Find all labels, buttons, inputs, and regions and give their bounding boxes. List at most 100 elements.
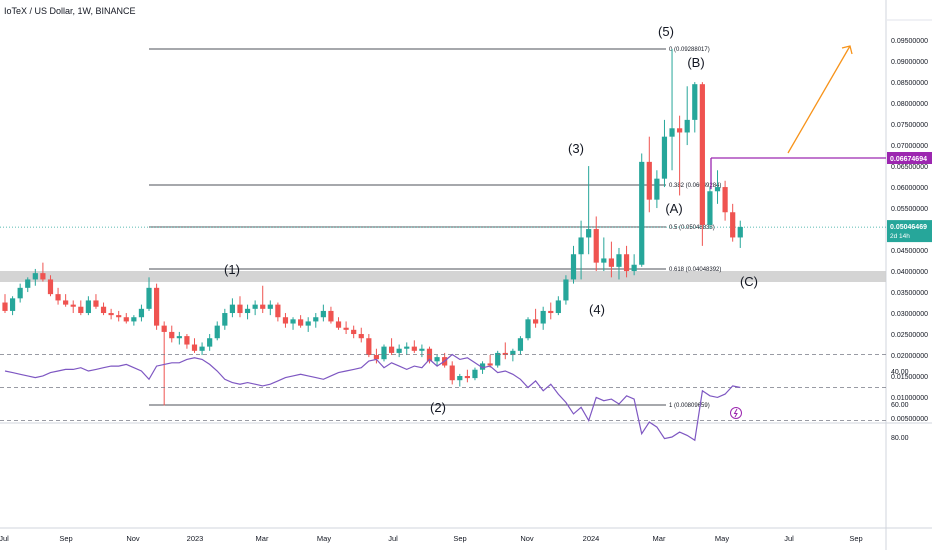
candle-body <box>63 300 69 305</box>
candle-body <box>298 319 304 326</box>
candle-body <box>555 300 561 314</box>
candle-body <box>586 229 592 238</box>
candle-body <box>290 319 296 324</box>
rsi-axis-tick: 40.00 <box>891 369 909 376</box>
wave-label: (C) <box>740 274 758 289</box>
price-axis-tick: 0.09500000 <box>891 38 928 45</box>
projection-arrow <box>787 45 851 154</box>
candle-body <box>2 302 8 311</box>
fib-label: 0.618 (0.04048392) <box>669 267 721 273</box>
candle-body <box>169 331 175 339</box>
rsi-axis-tick: 60.00 <box>891 402 909 409</box>
candle-body <box>510 350 516 356</box>
candle-body <box>722 187 728 213</box>
candle-body <box>70 304 76 307</box>
candle-body <box>404 346 410 349</box>
candle-body <box>335 321 342 328</box>
candle-body <box>434 357 440 362</box>
candle-body <box>305 321 311 326</box>
candle-body <box>737 226 743 238</box>
candle-body <box>593 229 599 263</box>
wave-label: (A) <box>665 201 682 216</box>
candle-body <box>47 279 54 295</box>
price-axis-tick: 0.02500000 <box>891 332 928 339</box>
time-axis-label: May <box>317 534 331 543</box>
price-axis-tick: 0.08500000 <box>891 80 928 87</box>
price-badge-target <box>887 152 932 164</box>
wave-label: (4) <box>589 302 605 317</box>
time-axis-label: 2024 <box>583 534 600 543</box>
rsi-axis-tick: 80.00 <box>891 435 909 442</box>
candle-body <box>714 187 721 192</box>
price-axis-tick: 0.04500000 <box>891 248 928 255</box>
candle-body <box>138 308 145 318</box>
candle-body <box>40 273 46 280</box>
fib-label: 0.5 (0.05048838) <box>669 225 715 231</box>
last-price-text: 0.05046469 <box>890 224 927 231</box>
chart-title: IoTeX / US Dollar, 1W, BINANCE <box>4 6 136 16</box>
support-zone <box>0 271 886 282</box>
projection-arrowhead <box>841 45 853 55</box>
candle-body <box>32 273 38 280</box>
candle-body <box>252 304 258 309</box>
candle-body <box>646 161 652 200</box>
candle-body <box>472 369 478 379</box>
fib-label: 0 (0.09288017) <box>669 47 710 53</box>
candle-body <box>320 310 326 318</box>
candle-body <box>237 304 243 314</box>
candle-body <box>699 84 705 225</box>
time-axis-label: Sep <box>849 534 862 543</box>
candle-body <box>93 300 99 307</box>
candle-body <box>381 346 387 360</box>
candle-body <box>639 161 645 265</box>
price-badge-target-text: 0.06674694 <box>890 156 927 163</box>
last-price-badge <box>887 220 932 243</box>
candle-body <box>343 327 349 330</box>
candle-body <box>78 306 84 314</box>
candle-body <box>55 294 61 301</box>
candle-body <box>540 310 546 324</box>
candle-body <box>108 313 114 316</box>
wave-label: (B) <box>687 55 704 70</box>
candle-body <box>146 287 152 309</box>
candle-body <box>229 304 235 314</box>
candle-body <box>616 254 622 267</box>
time-axis-label: 2023 <box>187 534 204 543</box>
candle-body <box>328 310 334 322</box>
candle-body <box>154 287 160 326</box>
candle-body <box>487 363 493 366</box>
candle-body <box>116 315 122 318</box>
candle-body <box>464 376 470 379</box>
candle-body <box>282 317 289 324</box>
candle-body <box>351 329 357 335</box>
price-axis-tick: 0.00500000 <box>891 416 928 423</box>
price-axis-tick: 0.07000000 <box>891 143 928 150</box>
candle-body <box>25 279 31 288</box>
price-axis-tick: 0.02000000 <box>891 353 928 360</box>
candle-body <box>199 346 205 351</box>
candle-body <box>9 298 16 311</box>
price-axis-tick: 0.07500000 <box>891 122 928 129</box>
time-axis-label: Nov <box>126 534 140 543</box>
candle-body <box>502 352 508 356</box>
candle-body <box>495 352 501 366</box>
candle-body <box>396 348 402 353</box>
candle-body <box>457 376 463 381</box>
wave-label: (1) <box>224 262 240 277</box>
candle-body <box>222 313 228 326</box>
candle-body <box>449 365 455 381</box>
candle-body <box>563 279 569 301</box>
price-axis-tick: 0.09000000 <box>891 59 928 66</box>
candle-body <box>17 287 23 299</box>
candle-body <box>85 300 91 314</box>
lightning-icon[interactable] <box>730 407 742 419</box>
candle-body <box>214 325 220 339</box>
candle-body <box>411 346 417 351</box>
price-axis-tick: 0.06000000 <box>891 185 928 192</box>
time-axis-label: Sep <box>453 534 466 543</box>
candle-body <box>161 325 167 332</box>
candle-body <box>707 191 713 225</box>
candle-body <box>608 258 614 267</box>
rsi-line <box>4 353 741 442</box>
